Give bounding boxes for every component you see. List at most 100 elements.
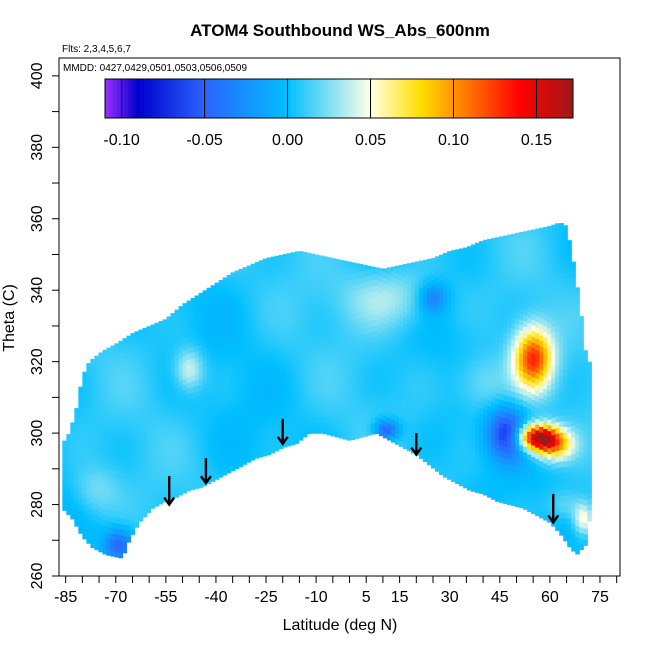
- heat-cell: [559, 323, 564, 330]
- heat-cell: [471, 359, 476, 367]
- heat-cell: [342, 278, 348, 286]
- heat-cell: [463, 407, 468, 415]
- heat-cell: [483, 414, 488, 422]
- heat-cell: [406, 336, 412, 343]
- heat-cell: [258, 416, 264, 424]
- heat-cell: [110, 378, 116, 386]
- heat-cell: [154, 334, 160, 341]
- heat-cell: [455, 409, 460, 416]
- heat-cell: [358, 345, 364, 353]
- heat-cell: [258, 296, 264, 304]
- heat-cell: [563, 443, 568, 450]
- heat-cell: [102, 542, 108, 549]
- heat-cell: [579, 372, 584, 379]
- heat-cell: [318, 370, 324, 377]
- heat-cell: [495, 352, 500, 359]
- heat-cell: [555, 375, 560, 383]
- heat-cell: [222, 372, 228, 379]
- heat-cell: [394, 375, 400, 382]
- heat-cell: [178, 306, 184, 307]
- heat-cell: [567, 380, 572, 388]
- heat-cell: [206, 432, 212, 439]
- heat-cell: [278, 368, 284, 375]
- heat-cell: [162, 330, 168, 337]
- heat-cell: [238, 432, 244, 439]
- heat-cell: [70, 422, 75, 428]
- heat-cell: [154, 368, 160, 376]
- heat-cell: [106, 526, 112, 533]
- heat-cell: [471, 474, 476, 481]
- heat-cell: [535, 298, 540, 305]
- heat-cell: [94, 395, 100, 402]
- heat-cell: [410, 286, 416, 294]
- heat-cell: [559, 243, 564, 250]
- heat-cell: [559, 374, 564, 382]
- heat-cell: [559, 249, 564, 256]
- heat-cell: [142, 350, 148, 358]
- heat-cell: [471, 291, 476, 298]
- heat-cell: [547, 270, 552, 277]
- heat-cell: [314, 358, 320, 366]
- heat-cell: [214, 462, 220, 469]
- heat-cell: [527, 259, 532, 267]
- heat-cell: [575, 502, 580, 509]
- heat-cell: [515, 346, 520, 353]
- heat-cell: [459, 331, 464, 338]
- heat-cell: [507, 350, 512, 357]
- heat-cell: [150, 428, 156, 435]
- heat-cell: [495, 495, 500, 502]
- heat-cell: [194, 362, 200, 369]
- heat-cell: [134, 447, 140, 454]
- heat-cell: [278, 294, 284, 301]
- heat-cell: [575, 330, 580, 338]
- heat-cell: [202, 382, 208, 390]
- heat-cell: [82, 493, 87, 500]
- heat-cell: [414, 420, 420, 428]
- heat-cell: [354, 295, 360, 302]
- heat-cell: [238, 363, 244, 370]
- heat-cell: [358, 408, 364, 415]
- heat-cell: [78, 395, 83, 403]
- heat-cell: [422, 381, 428, 388]
- heat-cell: [406, 273, 412, 280]
- heat-cell: [535, 464, 540, 471]
- heat-cell: [230, 379, 236, 386]
- heat-cell: [142, 390, 148, 398]
- heat-cell: [162, 478, 168, 486]
- heat-cell: [455, 260, 460, 267]
- heat-cell: [190, 340, 196, 348]
- heat-cell: [455, 352, 460, 359]
- heat-cell: [443, 442, 448, 450]
- heat-cell: [82, 533, 87, 540]
- heat-cell: [394, 364, 400, 371]
- heat-cell: [527, 305, 532, 312]
- heat-cell: [74, 408, 79, 413]
- heat-cell: [410, 401, 416, 408]
- heat-cell: [274, 370, 280, 377]
- heat-cell: [302, 391, 308, 398]
- heat-cell: [519, 347, 524, 354]
- heat-cell: [575, 370, 580, 378]
- heat-cell: [519, 233, 524, 240]
- heat-cell: [535, 281, 540, 288]
- heat-cell: [278, 334, 284, 341]
- heat-cell: [110, 401, 116, 408]
- heat-cell: [150, 468, 156, 475]
- heat-cell: [495, 301, 500, 308]
- heat-cell: [242, 338, 248, 345]
- heat-cell: [118, 506, 124, 513]
- heat-cell: [294, 420, 300, 427]
- heat-cell: [463, 327, 468, 335]
- heat-cell: [515, 415, 520, 422]
- heat-cell: [362, 418, 368, 426]
- heat-cell: [459, 479, 464, 487]
- heat-cell: [386, 354, 392, 361]
- heat-cell: [523, 326, 528, 333]
- heat-cell: [118, 431, 124, 439]
- colorbar-segment: [264, 79, 270, 118]
- heat-cell: [559, 466, 564, 473]
- heat-cell: [210, 372, 216, 380]
- heat-cell: [146, 420, 152, 428]
- heat-cell: [531, 261, 536, 269]
- heat-cell: [314, 255, 320, 263]
